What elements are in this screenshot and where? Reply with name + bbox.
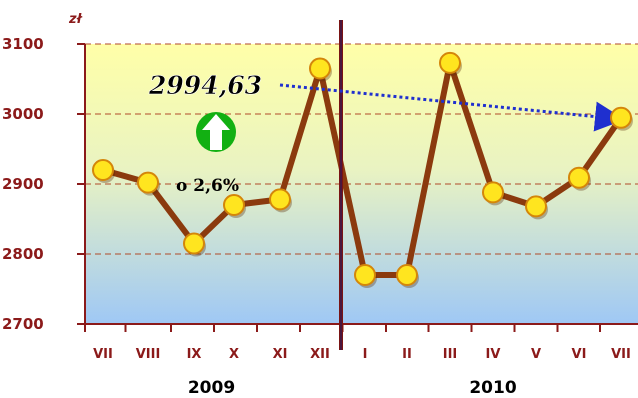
y-tick-label: 2800 [2, 245, 44, 263]
data-point-viii [137, 171, 159, 194]
y-tick-label: 2700 [2, 315, 44, 333]
data-point-iv [482, 181, 504, 204]
data-point-xi [269, 188, 291, 211]
data-point-v [525, 195, 547, 218]
x-tick-label: VI [572, 347, 587, 362]
data-point-xii [309, 57, 331, 80]
x-tick-label: XII [310, 347, 330, 362]
y-tick-label: 3000 [2, 105, 44, 123]
data-point-ii [396, 264, 418, 286]
x-tick-label: VII [611, 347, 631, 362]
x-tick-label: X [229, 347, 239, 362]
percent-change-label: o 2,6% [176, 176, 239, 196]
data-point-vii [92, 159, 114, 181]
year-label-2009: 2009 [188, 378, 235, 398]
data-point-x [223, 194, 245, 216]
y-axis: 2700 2800 2900 3000 3100 [2, 35, 86, 333]
unit-label: zł [68, 12, 83, 27]
x-tick-label: II [402, 347, 412, 362]
x-tick-label: IV [486, 347, 501, 362]
data-point-ix [183, 232, 205, 255]
data-markers [92, 51, 633, 288]
y-tick-label: 2900 [2, 175, 44, 193]
x-tick-label: VIII [136, 347, 161, 362]
gridlines [85, 43, 638, 255]
x-tick-label: XI [273, 347, 288, 362]
data-point-i [354, 264, 376, 286]
year-label-2010: 2010 [469, 378, 516, 398]
year-labels: 2009 2010 [188, 378, 517, 398]
x-tick-label: I [363, 347, 368, 362]
current-price-callout: 2994,63 [148, 71, 262, 100]
data-point-vi [568, 166, 590, 189]
y-tick-label: 3100 [2, 35, 44, 53]
trend-arrow [279, 83, 625, 132]
data-point-iii [439, 51, 461, 74]
data-point-vii [610, 106, 632, 129]
x-tick-label: IX [187, 347, 202, 362]
x-tick-label: VII [93, 347, 113, 362]
x-tick-label: III [443, 347, 458, 362]
x-tick-label: V [531, 347, 541, 362]
up-arrow-icon [196, 112, 236, 152]
x-axis: VII VIII IX X XI XII I II III IV V VI VII [84, 323, 638, 362]
